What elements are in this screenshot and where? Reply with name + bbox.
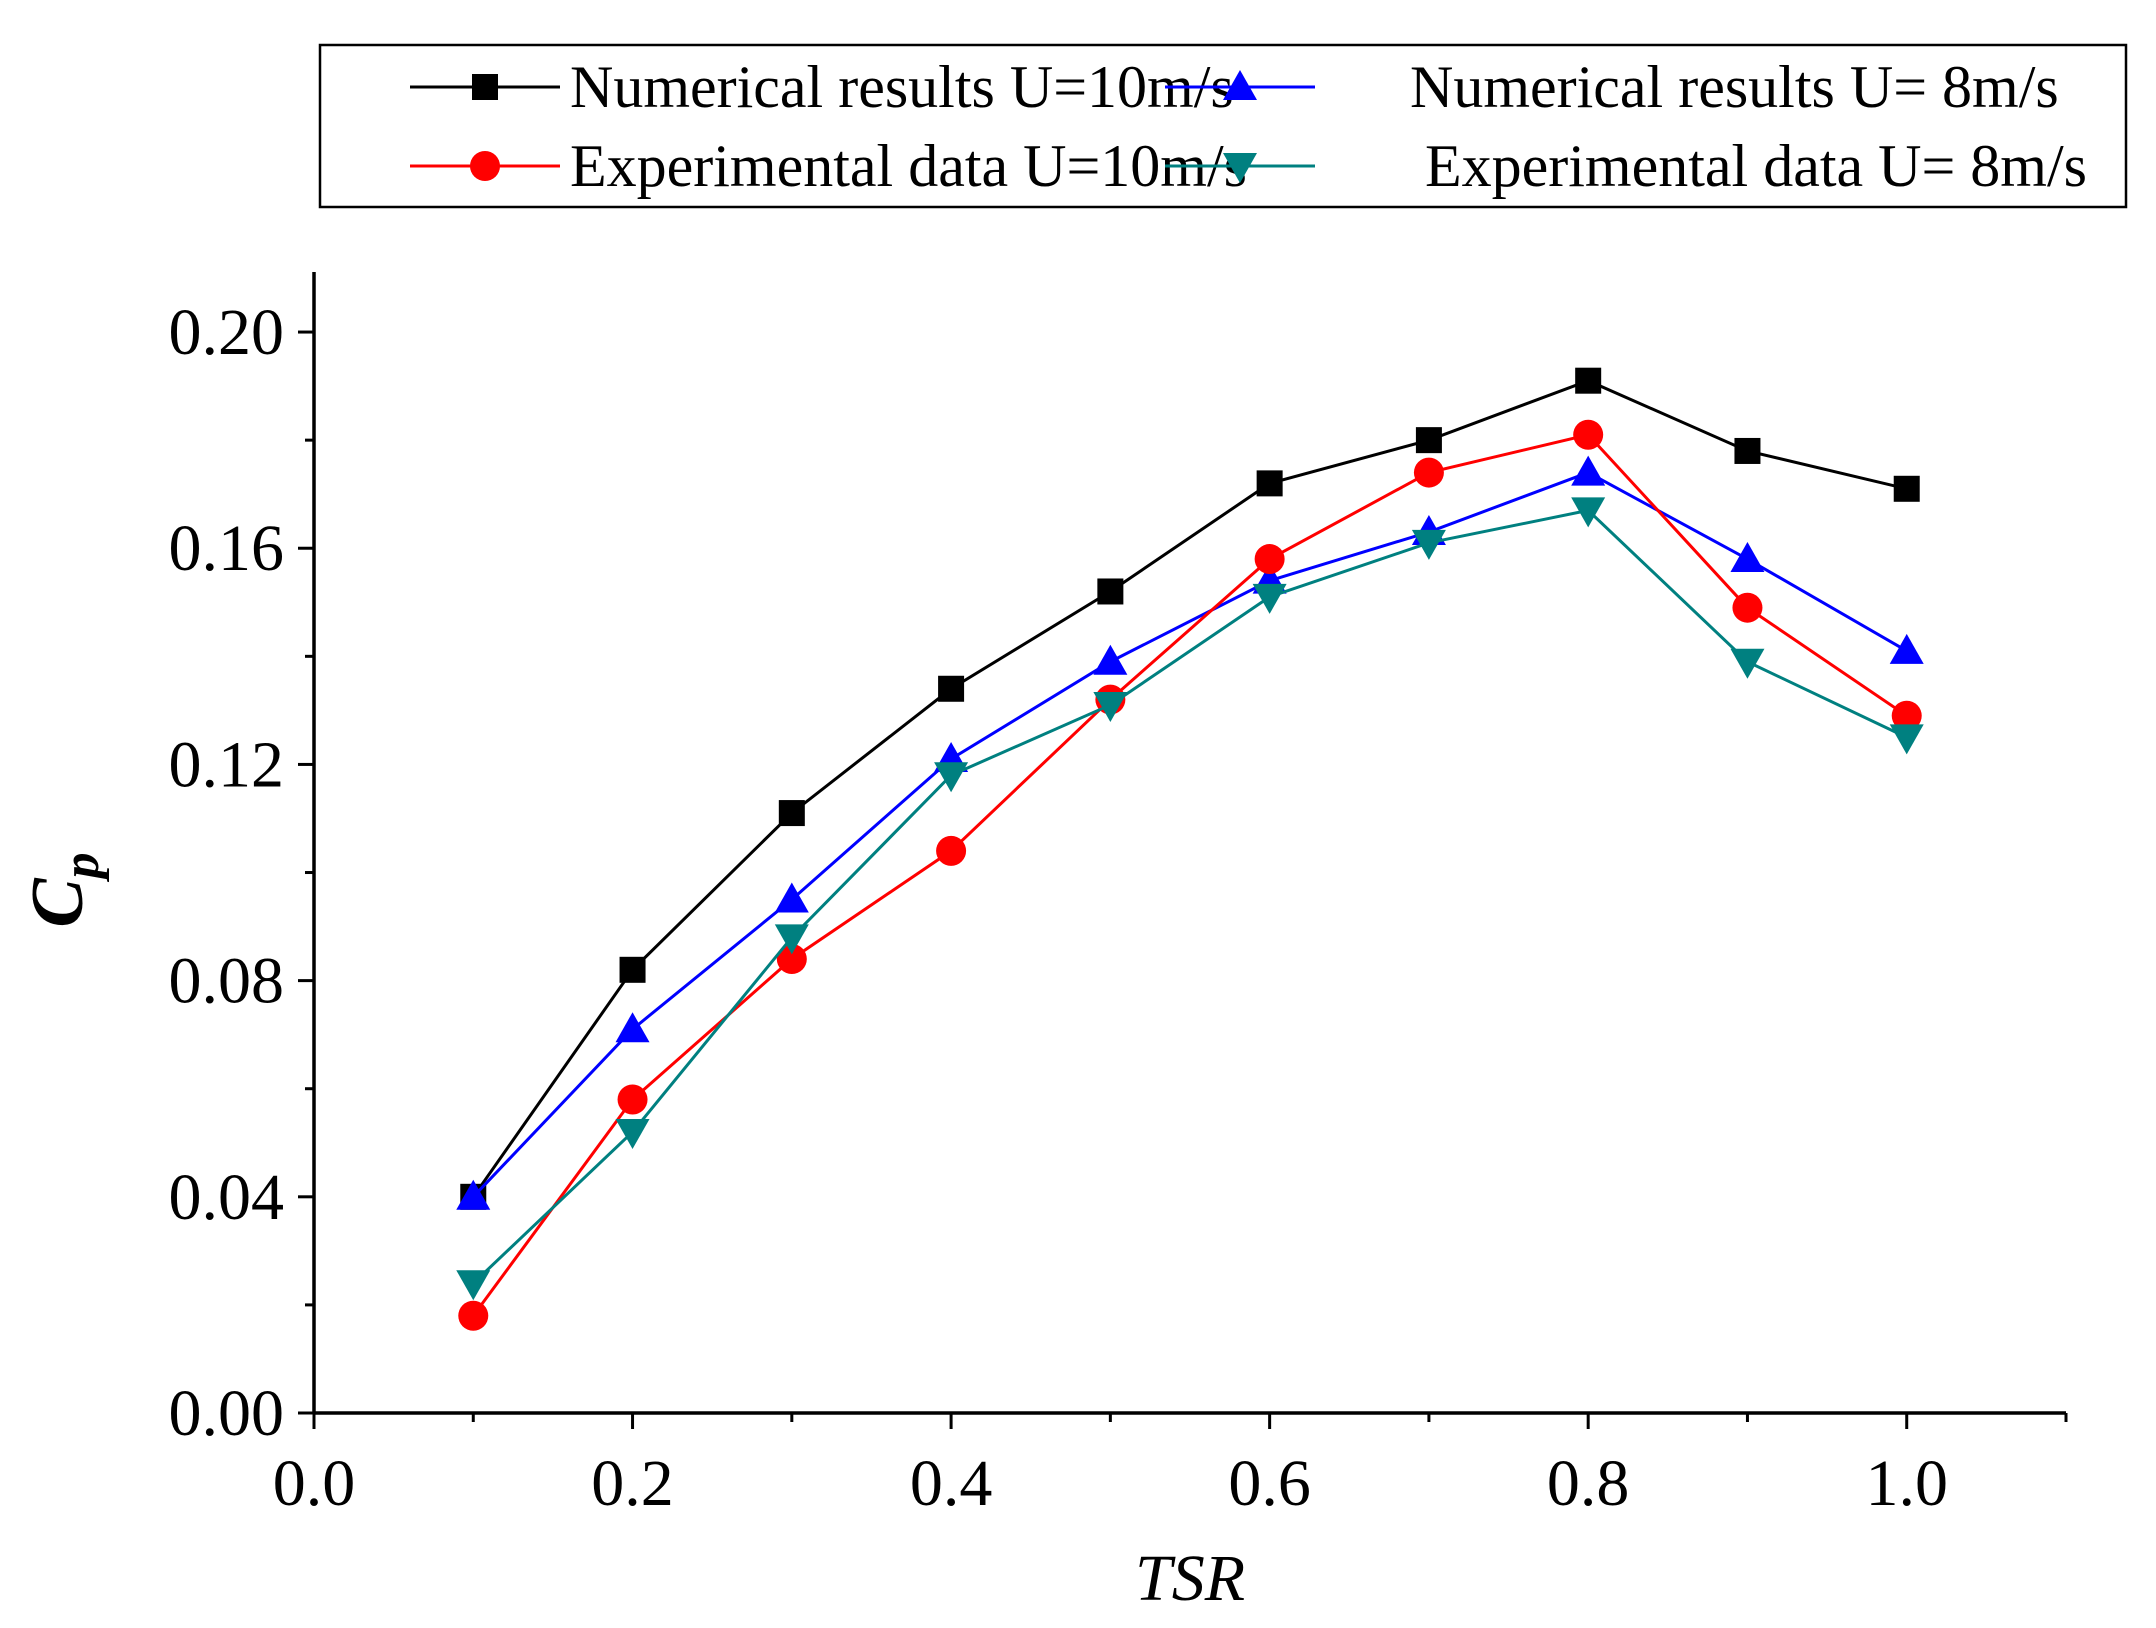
- y-tick-label: 0.16: [169, 512, 285, 585]
- x-tick-label: 0.2: [591, 1447, 674, 1520]
- data-point: [936, 835, 967, 866]
- data-point: [1097, 578, 1124, 605]
- data-point: [1256, 470, 1283, 497]
- axes: [312, 272, 2066, 1415]
- data-point: [1891, 700, 1922, 731]
- legend-marker: [1223, 70, 1257, 100]
- data-point: [1734, 437, 1761, 464]
- data-point: [1893, 475, 1920, 502]
- x-tick-label: 0.4: [910, 1447, 993, 1520]
- legend-marker: [1223, 153, 1257, 183]
- y-tick-label: 0.20: [169, 296, 285, 369]
- data-point: [617, 1084, 648, 1115]
- series-layer: [456, 367, 1924, 1331]
- data-point: [1732, 592, 1763, 623]
- data-point: [774, 882, 809, 913]
- data-point: [615, 1118, 650, 1149]
- data-point: [619, 956, 646, 983]
- legend-item-2: Numerical results U= 8m/s: [1165, 54, 2059, 120]
- data-point: [1093, 691, 1128, 722]
- data-point: [1093, 644, 1128, 675]
- data-point: [458, 1300, 489, 1331]
- legend-label: Numerical results U=10m/s: [570, 54, 1234, 120]
- x-tick-label: 0.8: [1547, 1447, 1630, 1520]
- legend-label: Numerical results U= 8m/s: [1410, 54, 2059, 120]
- data-point: [1889, 724, 1924, 755]
- data-point: [778, 800, 805, 827]
- y-axis-title-subscript: p: [53, 852, 110, 882]
- series-1: [460, 367, 1920, 1210]
- legend-item-3: Experimental data U=10m/s: [410, 133, 1247, 199]
- data-point: [1889, 633, 1924, 664]
- data-point: [456, 1270, 491, 1301]
- data-point: [1413, 457, 1444, 488]
- data-point: [1573, 419, 1604, 450]
- x-tick-label: 0.0: [273, 1447, 356, 1520]
- legend-marker: [472, 74, 498, 100]
- series-line: [472, 379, 1908, 1198]
- y-tick-label: 0.12: [169, 728, 285, 801]
- series-3: [458, 419, 1922, 1331]
- y-tick-label: 0.08: [169, 945, 285, 1018]
- x-axis-title: TSR: [1135, 1542, 1245, 1615]
- data-point: [1575, 367, 1602, 394]
- legend-marker: [470, 151, 500, 181]
- data-point: [1730, 648, 1765, 679]
- data-point: [1252, 583, 1287, 614]
- data-point: [456, 1179, 491, 1210]
- series-line: [472, 470, 1908, 1198]
- legend-item-4: Experimental data U= 8m/s: [1165, 133, 2087, 199]
- data-point: [776, 944, 807, 974]
- data-point: [1730, 542, 1765, 573]
- series-2: [456, 455, 1924, 1210]
- data-point: [1411, 529, 1446, 560]
- x-tick-label: 1.0: [1865, 1447, 1948, 1520]
- y-tick-label: 0.04: [169, 1161, 285, 1234]
- series-line: [472, 508, 1908, 1285]
- data-point: [1571, 497, 1606, 528]
- data-point: [1571, 455, 1606, 486]
- legend: Numerical results U=10m/s Numerical resul…: [318, 43, 2128, 209]
- legend-label: Experimental data U= 8m/s: [1425, 133, 2087, 199]
- series-line: [472, 433, 1908, 1317]
- legend-item-1: Numerical results U=10m/s: [410, 54, 1234, 120]
- y-axis-title-main: C: [17, 877, 99, 928]
- series-4: [456, 497, 1924, 1301]
- data-point: [938, 675, 965, 702]
- x-tick-label: 0.6: [1228, 1447, 1311, 1520]
- data-point: [774, 924, 809, 955]
- data-point: [934, 762, 969, 793]
- legend-box: [318, 43, 2128, 209]
- data-point: [615, 1012, 650, 1043]
- data-point: [1254, 544, 1285, 575]
- y-tick-label: 0.00: [169, 1377, 285, 1450]
- y-axis-title: Cp: [17, 852, 110, 927]
- legend-label: Experimental data U=10m/s: [570, 133, 1247, 199]
- ticks: 0.0 0.2 0.4 0.6 0.8 1.0 0.00 0.04 0.08 0.12 0.16 0.…: [169, 296, 2068, 1520]
- data-point: [1415, 427, 1442, 454]
